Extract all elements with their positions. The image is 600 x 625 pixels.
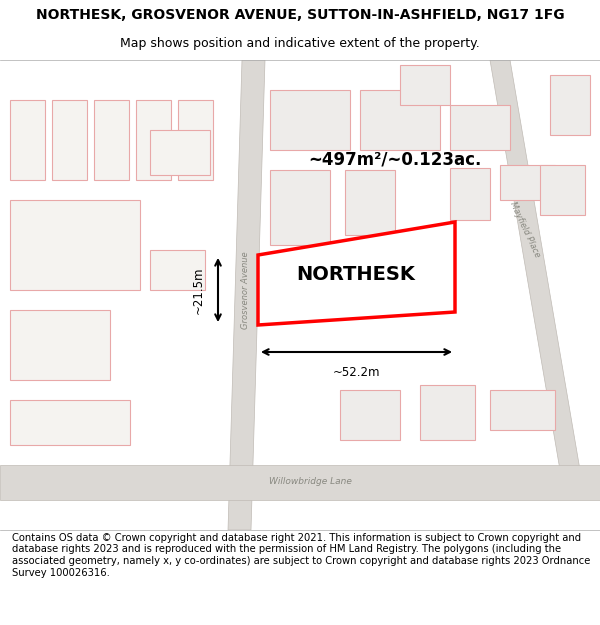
Bar <box>10 400 130 445</box>
Bar <box>10 100 45 180</box>
Bar <box>10 200 140 290</box>
Bar <box>500 165 555 200</box>
Bar <box>0 465 600 500</box>
Polygon shape <box>490 60 580 470</box>
Text: ~21.5m: ~21.5m <box>191 266 205 314</box>
Text: Willowbridge Lane: Willowbridge Lane <box>269 478 352 486</box>
Text: ~52.2m: ~52.2m <box>333 366 380 379</box>
Bar <box>52 100 87 180</box>
Text: NORTHESK: NORTHESK <box>296 266 415 284</box>
Bar <box>270 90 350 150</box>
Text: Mayfield Place: Mayfield Place <box>508 201 542 259</box>
Text: Grosvenor Avenue: Grosvenor Avenue <box>241 251 251 329</box>
Bar <box>420 385 475 440</box>
Text: Contains OS data © Crown copyright and database right 2021. This information is : Contains OS data © Crown copyright and d… <box>12 533 590 578</box>
Bar <box>10 310 110 380</box>
Bar <box>340 390 400 440</box>
Bar <box>345 170 395 235</box>
Text: ~497m²/~0.123ac.: ~497m²/~0.123ac. <box>308 151 482 169</box>
Bar <box>550 75 590 135</box>
Bar <box>150 130 210 175</box>
Bar <box>136 100 171 180</box>
Bar <box>450 168 490 220</box>
Bar <box>360 90 440 150</box>
Bar <box>540 165 585 215</box>
Text: NORTHESK, GROSVENOR AVENUE, SUTTON-IN-ASHFIELD, NG17 1FG: NORTHESK, GROSVENOR AVENUE, SUTTON-IN-AS… <box>35 8 565 22</box>
Bar <box>94 100 129 180</box>
Bar <box>450 105 510 150</box>
Bar <box>150 250 205 290</box>
Text: Map shows position and indicative extent of the property.: Map shows position and indicative extent… <box>120 37 480 50</box>
Bar <box>178 100 213 180</box>
Polygon shape <box>258 222 455 325</box>
Bar <box>270 170 330 245</box>
Polygon shape <box>228 60 265 530</box>
Bar <box>400 65 450 105</box>
Bar <box>490 390 555 430</box>
